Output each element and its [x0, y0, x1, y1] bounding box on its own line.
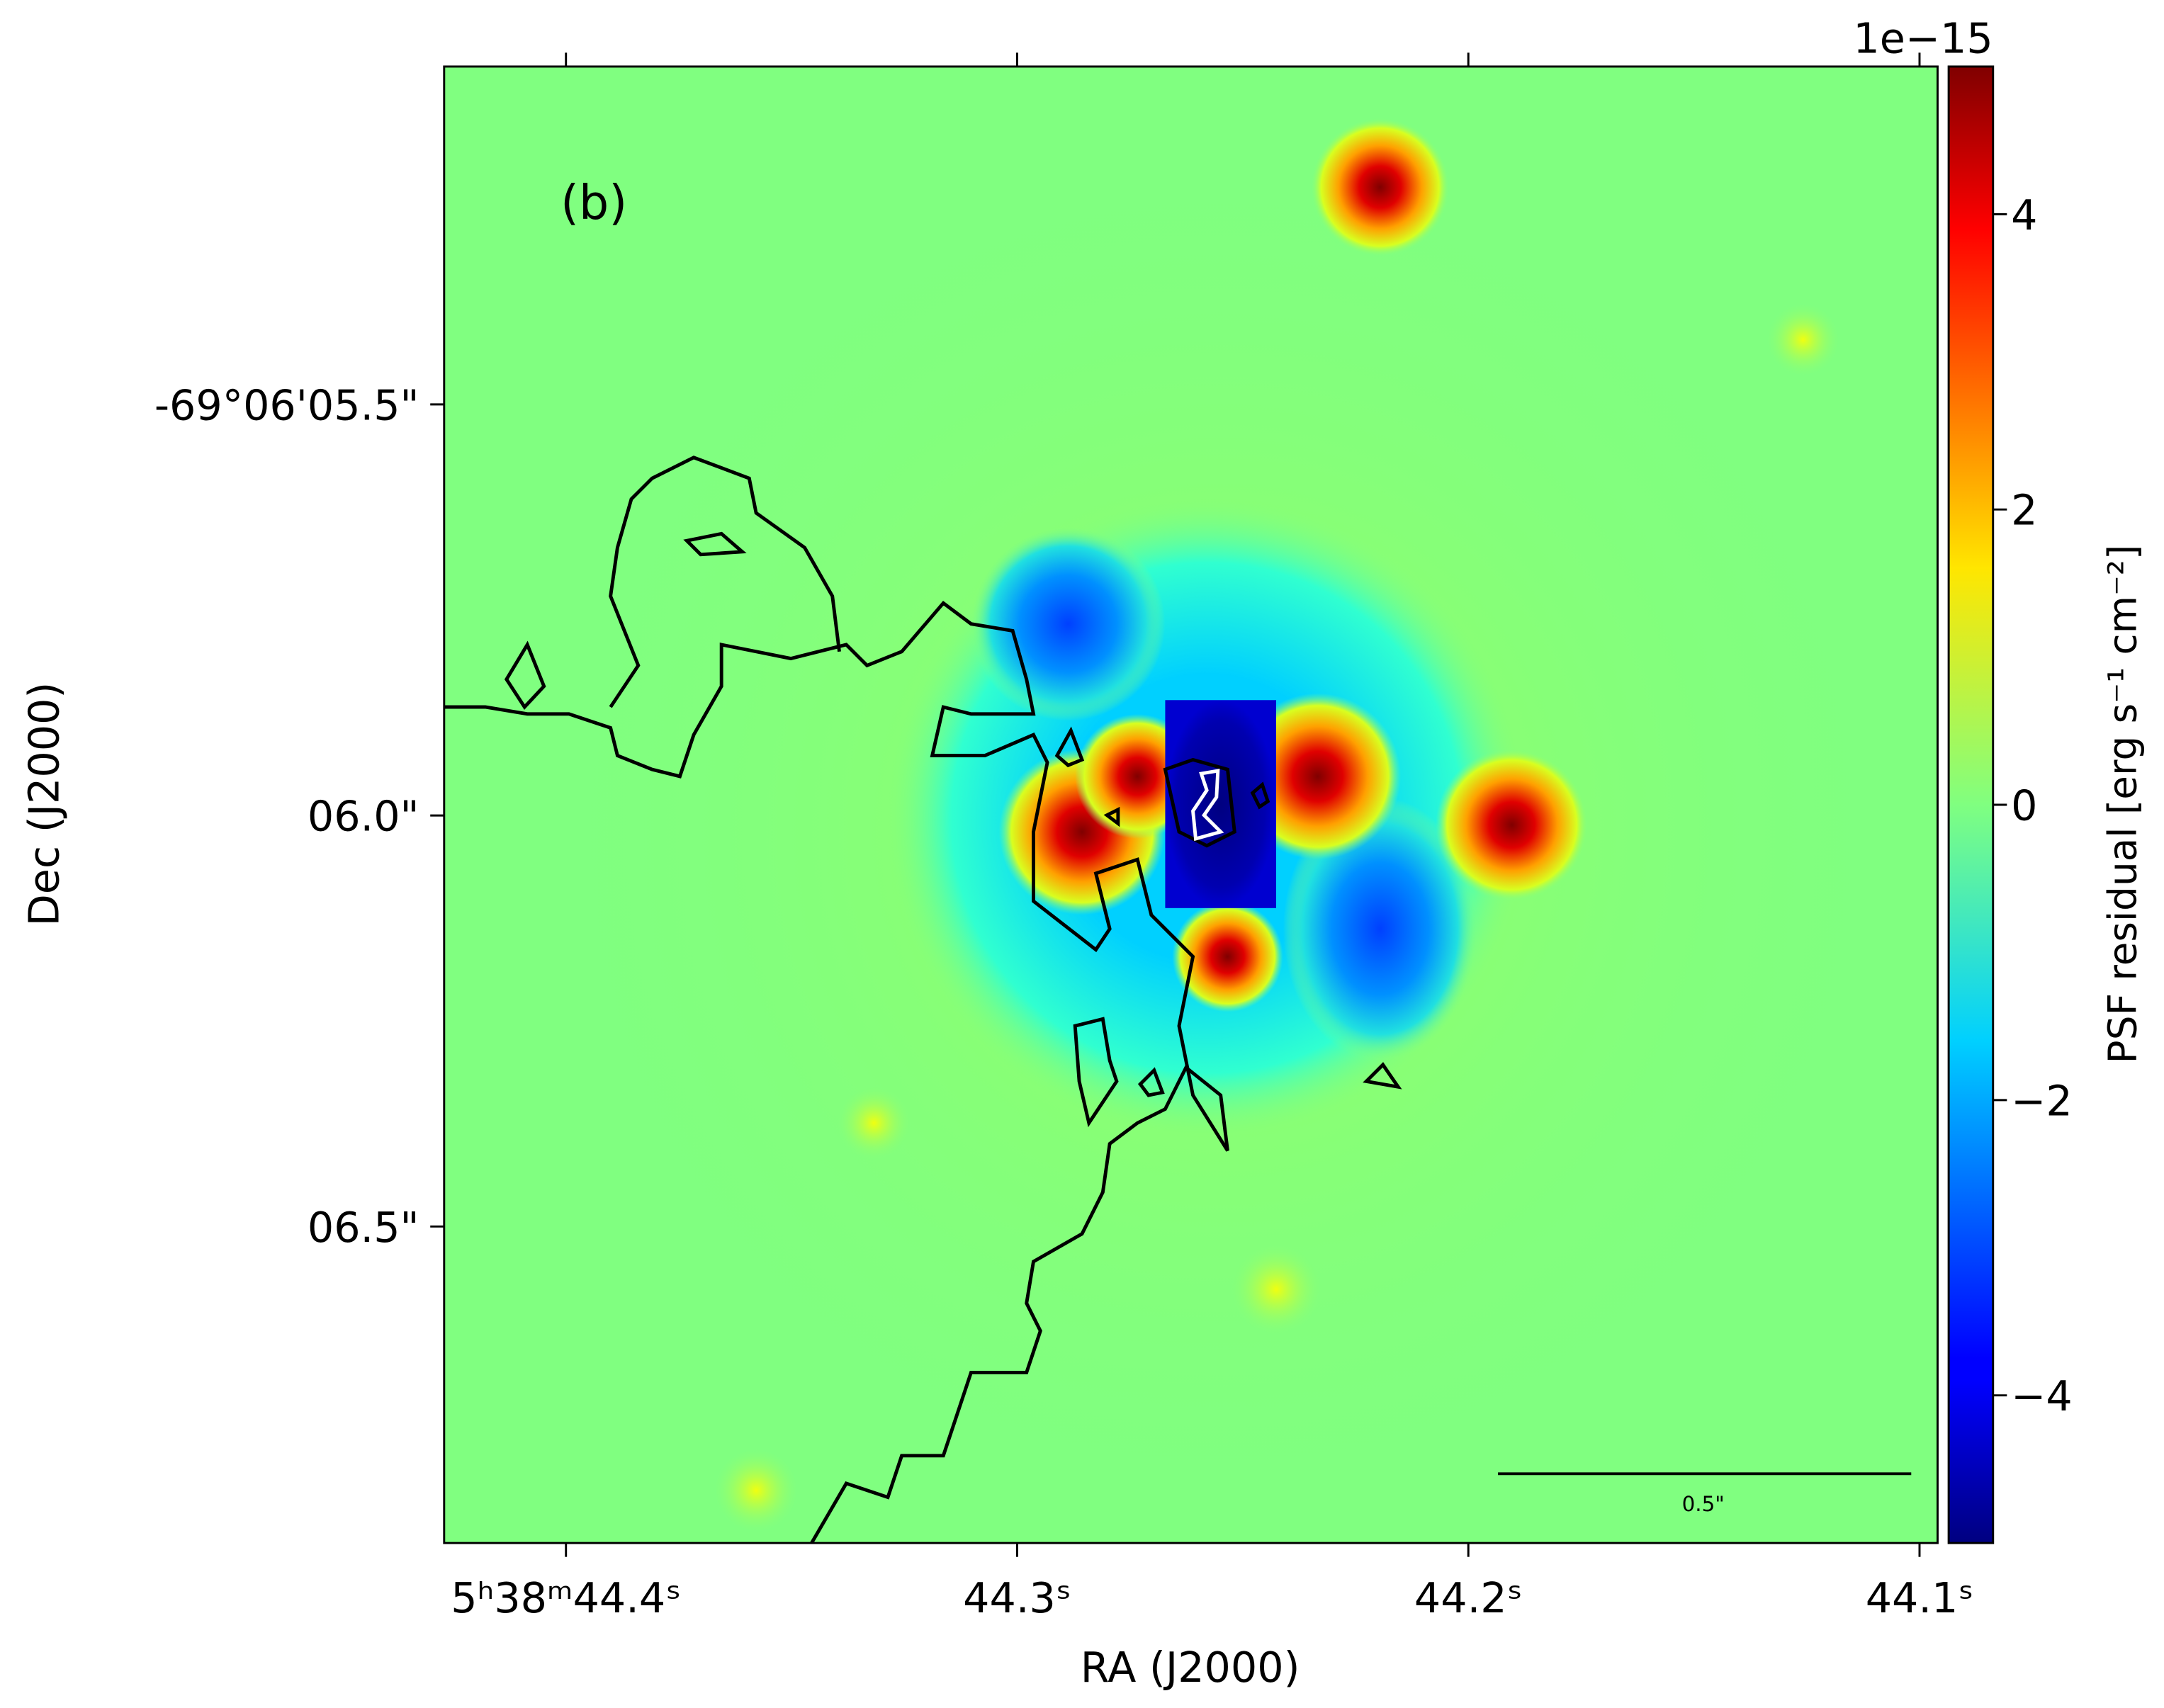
- plot-frame: [443, 65, 1939, 1544]
- colorbar-tick-label: 0: [2011, 782, 2037, 830]
- y-tick-label: 06.5": [308, 1204, 419, 1252]
- contour-inner: [1191, 769, 1224, 842]
- colorbar-offset: 1e−15: [1853, 14, 1993, 62]
- image: 0.5": [444, 66, 1938, 1544]
- x-tick-label: 5ʰ38ᵐ44.4ˢ: [451, 1574, 681, 1622]
- y-axis-label: Dec (J2000): [21, 682, 69, 927]
- colorbar-tick-label: −4: [2011, 1372, 2073, 1420]
- contour: [444, 456, 1402, 1544]
- y-tick-label: -69°06'05.5": [154, 381, 419, 429]
- x-axis-label: RA (J2000): [1081, 1644, 1300, 1692]
- y-tick-label: 06.0": [308, 793, 419, 841]
- colorbar-tick-label: −2: [2011, 1077, 2073, 1125]
- scale-bar-label: 0.5": [1682, 1492, 1725, 1516]
- x-tick-label: 44.1ˢ: [1866, 1574, 1974, 1622]
- x-tick-label: 44.3ˢ: [963, 1574, 1071, 1622]
- panel-label: (b): [560, 175, 627, 230]
- colorbar-tick-label: 4: [2011, 191, 2037, 239]
- colorbar-label: PSF residual [erg s⁻¹ cm⁻²]: [2100, 545, 2145, 1064]
- colorbar: [1947, 65, 1995, 1544]
- x-tick-label: 44.2ˢ: [1414, 1574, 1523, 1622]
- colorbar-tick-label: 2: [2011, 487, 2037, 535]
